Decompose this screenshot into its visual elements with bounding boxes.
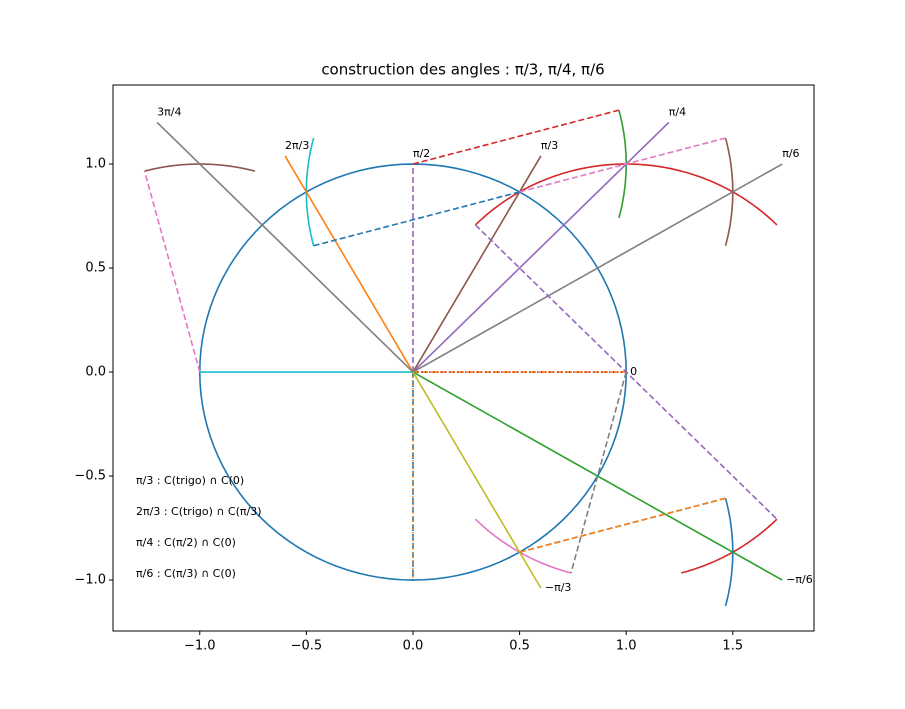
angle-label: 0 [630,365,637,378]
x-tick-label: −0.5 [291,639,323,654]
angle-label: −π/3 [545,581,572,594]
x-tick-label: 1.0 [616,639,637,654]
angle-label: π/3 [541,139,558,152]
x-tick-label: 0.5 [509,639,530,654]
x-tick-label: 0.0 [403,639,424,654]
y-tick-label: −0.5 [74,469,106,484]
x-tick-label: 1.5 [722,639,743,654]
line [143,170,201,373]
line [570,371,627,574]
y-tick-label: −1.0 [74,573,106,588]
line [284,155,414,373]
line [412,163,783,373]
line [412,371,783,581]
angle-label: 2π/3 [285,139,309,152]
x-tick-label: −1.0 [184,639,216,654]
y-tick-label: 0.0 [85,365,106,380]
note: π/6 : C(π/3) ∩ C(0) [136,567,236,580]
line [156,121,414,373]
y-tick-label: 1.0 [85,157,106,172]
angle-label: −π/6 [786,573,813,586]
note: π/4 : C(π/2) ∩ C(0) [136,536,236,549]
angle-label: π/6 [782,147,799,160]
note: 2π/3 : C(trigo) ∩ C(π/3) [136,505,262,518]
y-tick-label: 0.5 [85,261,106,276]
angle-label: π/4 [669,105,686,118]
chart-title: construction des angles : π/3, π/4, π/6 [321,61,604,79]
axes-frame [112,84,815,632]
angle-label: π/2 [413,147,430,160]
note: π/3 : C(trigo) ∩ C(0) [136,474,244,487]
angle-label: 3π/4 [157,105,181,118]
